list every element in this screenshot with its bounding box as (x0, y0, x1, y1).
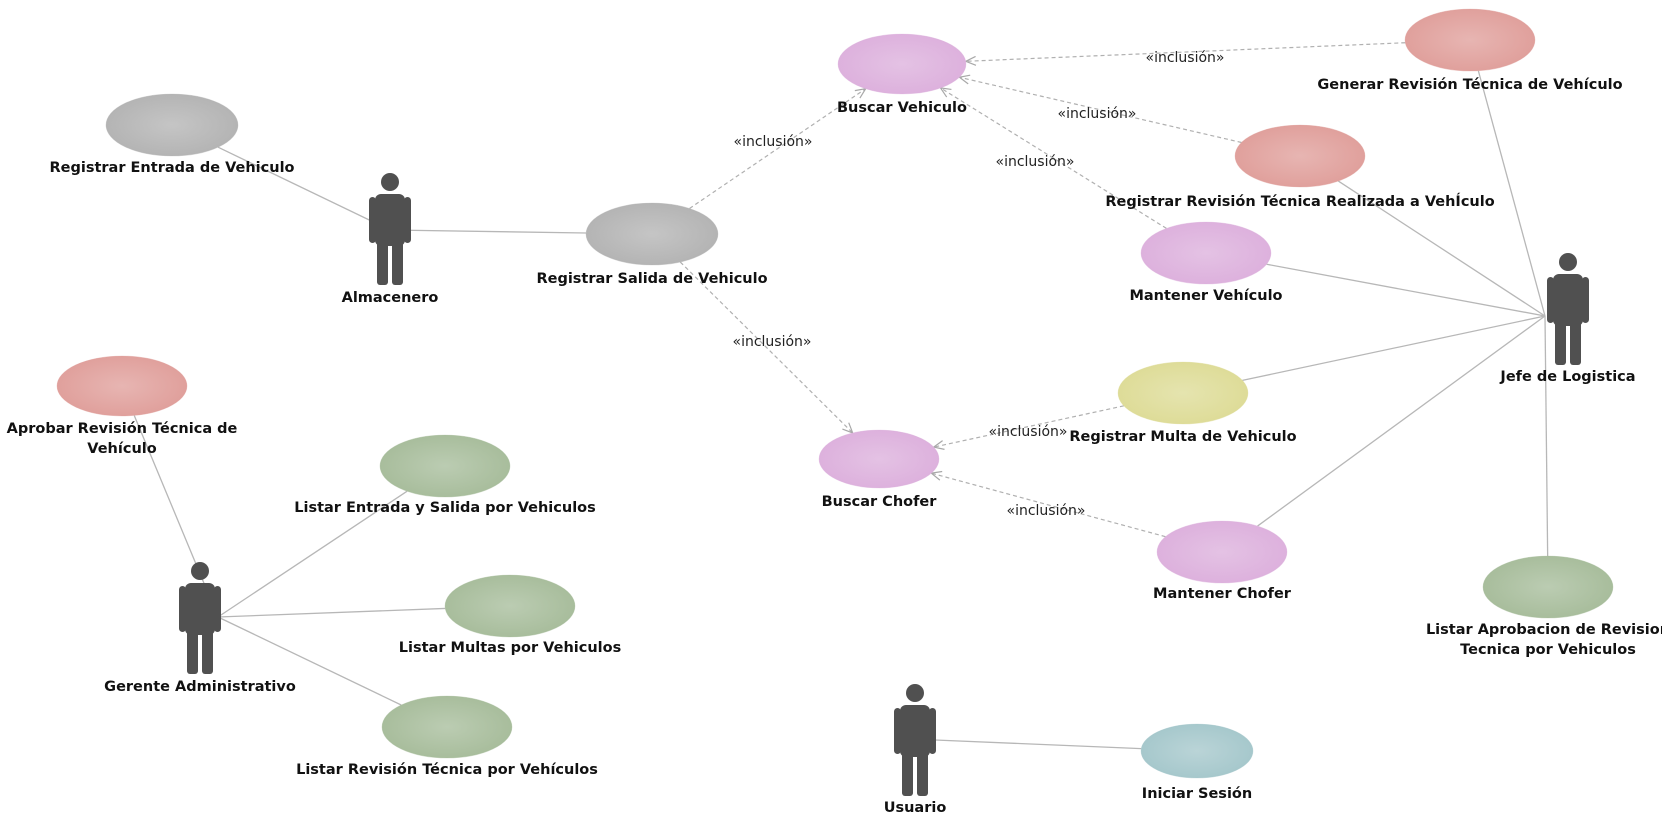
use-case-ellipse[interactable] (444, 574, 576, 638)
use-case-buscar_chofer[interactable]: Buscar Chofer (818, 429, 940, 510)
use-case-listar_rev[interactable]: Listar Revisión Técnica por Vehículos (296, 695, 598, 778)
actor-label: Gerente Administrativo (104, 679, 296, 695)
use-case-ellipse[interactable] (56, 355, 188, 417)
actor-jefe[interactable]: Jefe de Logistica (1499, 253, 1636, 385)
use-case-ellipse[interactable] (1234, 124, 1366, 188)
association-jefe-listar_aprob (1544, 315, 1549, 557)
use-case-label: Generar Revisión Técnica de Vehículo (1317, 77, 1622, 93)
use-case-label: Aprobar Revisión Técnica de (7, 421, 238, 437)
association-jefe-mant_chofer (1257, 315, 1546, 527)
inclusion-reg_rev-buscar_veh: «inclusión» (957, 74, 1242, 144)
use-case-mant_veh[interactable]: Mantener Vehículo (1129, 221, 1283, 304)
use-case-gen_rev[interactable]: Generar Revisión Técnica de Vehículo (1317, 8, 1623, 93)
use-case-ellipse[interactable] (105, 93, 239, 157)
inclusion-reg_salida-buscar_chofer: «inclusión» (679, 261, 854, 434)
association-almacenero-reg_entrada (217, 146, 391, 231)
inclusion-arrowhead (939, 87, 952, 98)
use-case-reg_entrada[interactable]: Registrar Entrada de Vehiculo (49, 93, 295, 176)
use-case-label: Listar Revisión Técnica por Vehículos (296, 762, 598, 778)
use-case-ellipse[interactable] (585, 202, 719, 266)
use-case-label: Buscar Chofer (822, 494, 938, 510)
use-case-ellipse[interactable] (1140, 221, 1272, 285)
use-case-ellipse[interactable] (1117, 361, 1249, 425)
inclusion-line (931, 472, 1166, 538)
association-gerente-listar_rev (217, 616, 402, 706)
use-case-reg_salida[interactable]: Registrar Salida de Vehiculo (536, 202, 768, 287)
association-jefe-gen_rev (1477, 70, 1546, 317)
inclusion-label: «inclusión» (1146, 50, 1225, 66)
inclusion-line (965, 42, 1406, 62)
use-case-label: Iniciar Sesión (1142, 786, 1252, 802)
actor-usuario[interactable]: Usuario (884, 684, 947, 816)
use-case-ellipse[interactable] (1156, 520, 1288, 584)
inclusion-gen_rev-buscar_veh: «inclusión» (964, 42, 1406, 66)
inclusion-label: «inclusión» (989, 424, 1068, 440)
use-case-label: Vehículo (87, 441, 156, 457)
actor-label: Almacenero (342, 290, 439, 306)
association-gerente-listar_multas (217, 607, 446, 618)
use-case-label: Registrar Revisión Técnica Realizada a V… (1105, 193, 1494, 210)
inclusion-label: «inclusión» (1058, 106, 1137, 122)
inclusion-reg_salida-buscar_veh: «inclusión» (689, 87, 867, 209)
use-case-mant_chofer[interactable]: Mantener Chofer (1153, 520, 1292, 602)
inclusion-line (959, 76, 1242, 144)
association-lines (133, 70, 1549, 750)
actor-icon[interactable] (1547, 253, 1589, 365)
use-case-label: Mantener Vehículo (1129, 288, 1282, 304)
use-case-listar_multas[interactable]: Listar Multas por Vehiculos (399, 574, 621, 656)
association-jefe-reg_multa (1242, 315, 1546, 382)
association-gerente-listar_es (217, 490, 408, 618)
use-case-label: Tecnica por Vehiculos (1460, 642, 1636, 658)
use-case-label: Mantener Chofer (1153, 586, 1292, 602)
use-case-ellipse[interactable] (818, 429, 940, 489)
inclusion-line (679, 261, 854, 434)
use-case-ellipse[interactable] (381, 695, 513, 759)
use-case-listar_aprob[interactable]: Listar Aprobacion de Revision Tecnica por… (1426, 555, 1662, 658)
use-case-reg_multa[interactable]: Registrar Multa de Vehiculo (1069, 361, 1297, 445)
inclusion-line (933, 405, 1124, 448)
use-case-label: Registrar Multa de Vehiculo (1069, 429, 1296, 445)
use-case-reg_rev[interactable]: Registrar Revisión Técnica Realizada a V… (1105, 124, 1495, 210)
use-cases: Registrar Entrada de Vehiculo Registrar S… (7, 8, 1662, 802)
inclusion-label: «inclusión» (1007, 503, 1086, 519)
use-case-label: Registrar Salida de Vehiculo (536, 271, 767, 287)
use-case-label: Listar Entrada y Salida por Vehiculos (294, 500, 596, 516)
inclusion-label: «inclusión» (996, 154, 1075, 170)
actor-label: Usuario (884, 800, 947, 816)
use-case-ellipse[interactable] (1140, 723, 1254, 779)
inclusion-line (940, 87, 1167, 229)
actor-icon[interactable] (894, 684, 936, 796)
use-case-ellipse[interactable] (837, 33, 967, 95)
use-case-label: Listar Multas por Vehiculos (399, 640, 621, 656)
inclusion-line (689, 88, 867, 209)
actor-almacenero[interactable]: Almacenero (342, 173, 439, 306)
actor-label: Jefe de Logistica (1499, 369, 1635, 385)
use-case-ellipse[interactable] (1404, 8, 1536, 72)
use-case-iniciar[interactable]: Iniciar Sesión (1140, 723, 1254, 802)
use-case-ellipse[interactable] (1482, 555, 1614, 619)
use-case-ellipse[interactable] (379, 434, 511, 498)
use-case-buscar_veh[interactable]: Buscar Vehiculo (837, 33, 967, 116)
inclusion-mant_chofer-buscar_chofer: «inclusión» (929, 470, 1166, 538)
use-case-label: Buscar Vehiculo (837, 100, 967, 116)
use-case-listar_es[interactable]: Listar Entrada y Salida por Vehiculos (294, 434, 596, 516)
association-usuario-iniciar (934, 739, 1142, 750)
association-almacenero-reg_salida (389, 229, 587, 234)
actor-icon[interactable] (369, 173, 411, 285)
actor-gerente[interactable]: Gerente Administrativo (104, 562, 296, 695)
inclusion-lines: «inclusión» «inclusión» «inclusión» «inclus… (679, 42, 1406, 538)
actors: Almacenero Jefe de Logistica Gerente Admin… (104, 173, 1636, 816)
association-jefe-reg_rev (1337, 180, 1546, 317)
use-case-aprobar_rev[interactable]: Aprobar Revisión Técnica de Vehículo (7, 355, 238, 457)
use-case-label: Listar Aprobacion de Revision (1426, 622, 1662, 638)
inclusion-label: «inclusión» (734, 134, 813, 150)
actor-icon[interactable] (179, 562, 221, 674)
inclusion-label: «inclusión» (733, 334, 812, 350)
use-case-label: Registrar Entrada de Vehiculo (49, 160, 294, 176)
association-jefe-mant_veh (1266, 263, 1546, 317)
